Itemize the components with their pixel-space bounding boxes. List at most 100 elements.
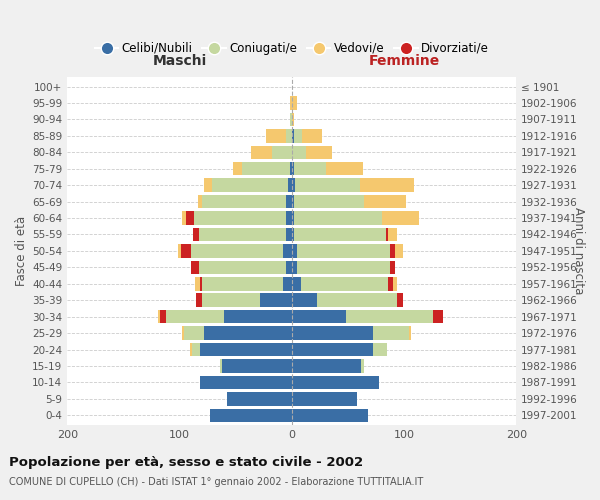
Bar — [222, 359, 292, 372]
Bar — [292, 376, 379, 389]
Bar — [182, 326, 184, 340]
Bar — [193, 228, 199, 241]
Bar — [292, 112, 294, 126]
Bar — [178, 244, 181, 258]
Bar — [158, 310, 160, 324]
Bar — [202, 277, 283, 290]
Y-axis label: Fasce di età: Fasce di età — [15, 216, 28, 286]
Bar — [290, 96, 292, 110]
Bar — [204, 326, 292, 340]
Bar — [382, 212, 419, 225]
Bar — [242, 162, 290, 175]
Bar — [187, 212, 194, 225]
Bar — [388, 277, 393, 290]
Bar — [395, 244, 403, 258]
Bar — [397, 294, 403, 307]
Bar — [160, 310, 166, 324]
Bar — [200, 277, 202, 290]
Bar — [433, 310, 443, 324]
Bar — [191, 244, 283, 258]
Bar — [272, 146, 292, 159]
Bar — [200, 343, 292, 356]
Bar — [361, 359, 364, 372]
Bar — [220, 359, 222, 372]
Bar — [292, 212, 294, 225]
Bar — [346, 310, 433, 324]
Bar — [295, 178, 361, 192]
Bar — [286, 228, 292, 241]
Bar — [290, 112, 292, 126]
Bar — [283, 244, 292, 258]
Bar — [326, 162, 362, 175]
Bar — [202, 294, 260, 307]
Bar — [191, 260, 199, 274]
Bar — [292, 146, 307, 159]
Bar — [289, 178, 292, 192]
Bar — [184, 326, 204, 340]
Bar — [307, 146, 332, 159]
Bar — [388, 228, 397, 241]
Y-axis label: Anni di nascita: Anni di nascita — [572, 207, 585, 294]
Bar — [227, 392, 292, 406]
Bar — [266, 129, 286, 142]
Bar — [286, 129, 292, 142]
Bar — [294, 162, 326, 175]
Bar — [292, 260, 298, 274]
Bar — [292, 359, 361, 372]
Bar — [195, 277, 200, 290]
Bar — [197, 195, 202, 208]
Bar — [286, 212, 292, 225]
Bar — [290, 162, 292, 175]
Bar — [393, 277, 397, 290]
Bar — [292, 326, 373, 340]
Bar — [292, 162, 294, 175]
Bar — [294, 228, 386, 241]
Bar — [302, 129, 322, 142]
Bar — [409, 326, 411, 340]
Bar — [181, 244, 191, 258]
Bar — [292, 294, 317, 307]
Text: Femmine: Femmine — [368, 54, 440, 68]
Bar — [194, 212, 286, 225]
Bar — [389, 260, 395, 274]
Bar — [204, 178, 212, 192]
Bar — [301, 277, 388, 290]
Bar — [294, 129, 302, 142]
Bar — [192, 343, 200, 356]
Bar — [166, 310, 224, 324]
Bar — [361, 178, 414, 192]
Bar — [292, 310, 346, 324]
Bar — [260, 294, 292, 307]
Bar — [292, 96, 298, 110]
Bar — [292, 277, 301, 290]
Bar — [292, 392, 357, 406]
Bar — [298, 260, 389, 274]
Text: Maschi: Maschi — [152, 54, 206, 68]
Bar — [286, 260, 292, 274]
Bar — [292, 343, 373, 356]
Bar — [386, 228, 388, 241]
Bar — [389, 244, 395, 258]
Bar — [364, 195, 406, 208]
Bar — [373, 326, 409, 340]
Bar — [292, 195, 294, 208]
Bar — [292, 408, 368, 422]
Bar — [233, 162, 242, 175]
Bar — [286, 195, 292, 208]
Bar — [298, 244, 389, 258]
Text: Popolazione per età, sesso e stato civile - 2002: Popolazione per età, sesso e stato civil… — [9, 456, 363, 469]
Bar — [190, 343, 192, 356]
Bar — [317, 294, 397, 307]
Bar — [292, 228, 294, 241]
Bar — [224, 310, 292, 324]
Bar — [212, 178, 289, 192]
Legend: Celibi/Nubili, Coniugati/e, Vedovi/e, Divorziati/e: Celibi/Nubili, Coniugati/e, Vedovi/e, Di… — [90, 37, 494, 60]
Bar — [292, 244, 298, 258]
Bar — [182, 212, 187, 225]
Bar — [210, 408, 292, 422]
Bar — [292, 129, 294, 142]
Bar — [202, 195, 286, 208]
Bar — [294, 212, 382, 225]
Bar — [200, 376, 292, 389]
Bar — [251, 146, 272, 159]
